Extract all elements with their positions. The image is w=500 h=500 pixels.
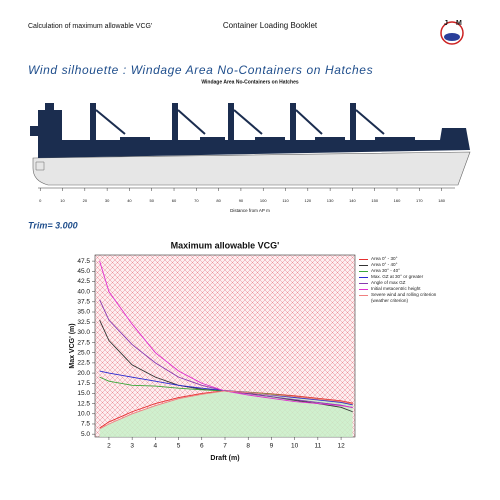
permitted-area (99, 390, 353, 437)
legend-swatch (359, 289, 368, 290)
y-tick-label: 37.5 (77, 299, 90, 306)
x-tick-label: 9 (270, 443, 274, 450)
x-tick-label: 160 (394, 198, 401, 203)
legend-entry: Area 0° - 30° (359, 256, 453, 262)
legend-label: Max. GZ at 30° or greater (371, 274, 424, 279)
legend-label: Area 0° - 40° (371, 262, 398, 267)
x-tick-label: 150 (371, 198, 378, 203)
legend-label: Area 30° - 40° (371, 268, 400, 273)
legend-entry: Area 30° - 40° (359, 268, 453, 274)
logo-letter: M (456, 20, 462, 27)
legend-swatch (359, 259, 368, 260)
x-tick-label: 10 (60, 198, 65, 203)
y-axis-label: Max VCG' (m) (69, 323, 76, 368)
y-tick-label: 5.0 (81, 431, 90, 438)
x-tick-label: 4 (154, 443, 158, 450)
legend: Area 0° - 30° Area 0° - 40° Area 30° - 40°… (359, 256, 453, 304)
y-tick-label: 15.0 (77, 390, 90, 397)
y-tick-label: 12.5 (77, 400, 90, 407)
y-tick-label: 40.0 (77, 288, 90, 295)
y-tick-label: 17.5 (77, 380, 90, 387)
y-tick-label: 42.5 (77, 278, 90, 285)
x-tick-label: 6 (200, 443, 204, 450)
legend-entry: Severe wind and rolling criterion (weath… (359, 292, 453, 304)
x-tick-label: 0 (39, 198, 42, 203)
x-tick-label: 80 (216, 198, 221, 203)
x-tick-label: 11 (314, 443, 321, 450)
y-tick-label: 22.5 (77, 360, 90, 367)
x-tick-label: 90 (239, 198, 244, 203)
legend-label: Angle of max GZ (371, 280, 406, 285)
legend-entry: Area 0° - 40° (359, 262, 453, 268)
x-tick-label: 8 (246, 443, 250, 450)
x-tick-label: 70 (194, 198, 199, 203)
y-tick-label: 47.5 (77, 258, 90, 265)
logo: J M (440, 20, 464, 45)
silhouette-xlabel: Distance from AP m (230, 208, 270, 213)
x-tick-label: 60 (172, 198, 177, 203)
x-tick-label: 30 (105, 198, 110, 203)
legend-entry: Max. GZ at 30° or greater (359, 274, 453, 280)
y-tick-label: 25.0 (77, 349, 90, 356)
chart-title: Maximum allowable VCG' (171, 240, 280, 250)
silhouette-title: Windage Area No-Containers on Hatches (201, 79, 299, 85)
legend-entry: Initial metacentric height (359, 286, 453, 292)
x-tick-label: 20 (83, 198, 88, 203)
x-axis-label: Draft (m) (210, 455, 239, 462)
x-tick-label: 100 (260, 198, 267, 203)
x-tick-label: 140 (349, 198, 356, 203)
x-tick-label: 120 (304, 198, 311, 203)
y-tick-label: 32.5 (77, 319, 90, 326)
legend-swatch (359, 265, 368, 266)
trim: Trim= 3.000 (28, 220, 78, 230)
legend-swatch (359, 277, 368, 278)
legend-entry: Angle of max GZ (359, 280, 453, 286)
legend-label: Initial metacentric height (371, 286, 421, 291)
x-tick-label: 110 (282, 198, 289, 203)
y-tick-label: 7.5 (81, 421, 90, 428)
legend-swatch (359, 283, 368, 284)
y-tick-label: 27.5 (77, 339, 90, 346)
legend-label: Area 0° - 30° (371, 256, 398, 261)
y-tick-label: 10.0 (77, 411, 90, 418)
x-tick-label: 180 (438, 198, 445, 203)
x-tick-label: 40 (127, 198, 132, 203)
header-center: Container Loading Booklet (223, 21, 318, 30)
y-tick-label: 35.0 (77, 309, 90, 316)
y-tick-label: 20.0 (77, 370, 90, 377)
legend-swatch (359, 295, 368, 296)
x-tick-label: 3 (130, 443, 134, 450)
x-tick-label: 170 (416, 198, 423, 203)
y-tick-label: 45.0 (77, 268, 90, 275)
section-title: Wind silhouette : Windage Area No-Contai… (28, 63, 373, 77)
legend-swatch (359, 271, 368, 272)
header-left: Calculation of maximum allowable VCG' (28, 23, 152, 30)
x-tick-label: 10 (291, 443, 299, 450)
series-line (99, 390, 353, 430)
x-tick-label: 5 (177, 443, 181, 450)
x-tick-label: 130 (327, 198, 334, 203)
x-tick-label: 2 (107, 443, 111, 450)
x-tick-label: 50 (150, 198, 155, 203)
legend-label: Severe wind and rolling criterion (weath… (371, 292, 437, 303)
ship-silhouette (30, 103, 471, 186)
y-tick-label: 30.0 (77, 329, 90, 336)
x-tick-label: 7 (223, 443, 227, 450)
logo-letter: J (444, 20, 448, 27)
x-tick-label: 12 (337, 443, 345, 450)
